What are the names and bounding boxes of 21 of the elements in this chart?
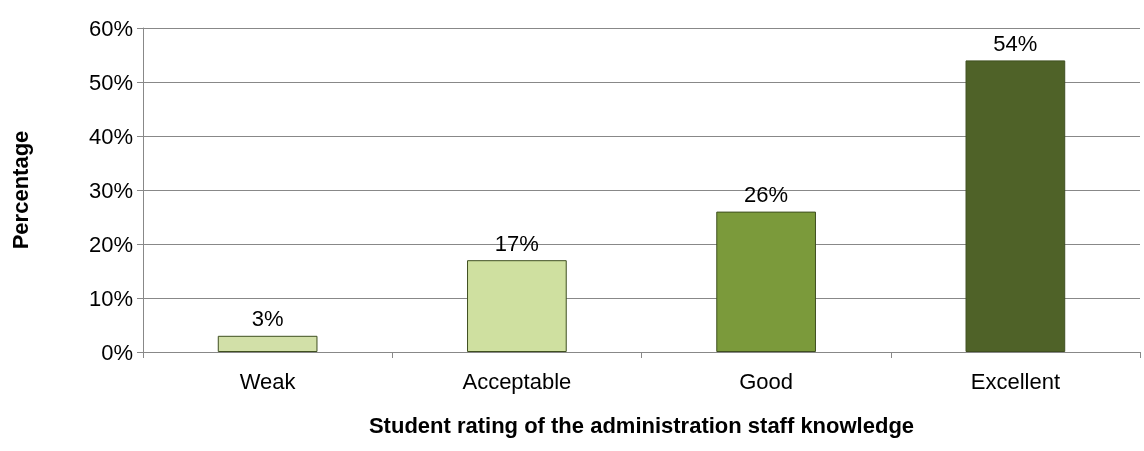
y-tick-label: 10% bbox=[88, 285, 133, 311]
data-label: 17% bbox=[494, 230, 539, 256]
data-label: 3% bbox=[251, 306, 284, 332]
x-tick-label: Excellent bbox=[970, 368, 1061, 394]
data-label: 26% bbox=[744, 182, 789, 208]
bar bbox=[716, 211, 816, 352]
x-tick-label: Weak bbox=[239, 368, 297, 394]
x-axis-title: Student rating of the administration staff knowledge bbox=[368, 412, 915, 438]
y-tick-label: 0% bbox=[101, 339, 133, 365]
y-tick-label: 20% bbox=[88, 231, 133, 257]
y-tick-label: 50% bbox=[88, 69, 133, 95]
x-tick-label: Good bbox=[739, 368, 794, 394]
data-label: 54% bbox=[993, 30, 1038, 56]
y-tick-label: 30% bbox=[88, 177, 133, 203]
bar bbox=[965, 60, 1066, 352]
x-tick-label: Acceptable bbox=[462, 368, 572, 394]
y-tick-label: 60% bbox=[88, 15, 133, 41]
bar bbox=[217, 335, 318, 352]
y-tick-label: 40% bbox=[88, 123, 133, 149]
bar bbox=[467, 260, 567, 352]
y-axis-title: Percentage bbox=[7, 130, 33, 250]
